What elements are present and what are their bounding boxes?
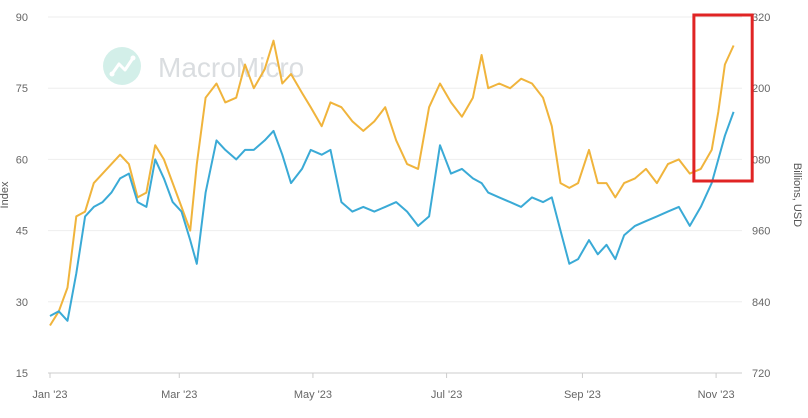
x-axis-ticks: Jan '23 Mar '23 May '23 Jul '23 Sep '23 Nov '… bbox=[32, 373, 735, 401]
series-line-1 bbox=[49, 39, 735, 327]
left-axis-title: Index bbox=[0, 181, 11, 208]
watermark: MacroMicro bbox=[103, 47, 304, 85]
right-axis-ticks: 720 840 960 080 200 320 bbox=[752, 12, 770, 380]
x-tick-label: Nov '23 bbox=[698, 389, 735, 401]
right-tick-label: 080 bbox=[752, 154, 770, 166]
x-tick-label: Jan '23 bbox=[32, 389, 67, 401]
right-axis-title: Billions, USD bbox=[791, 163, 803, 227]
x-tick-label: Sep '23 bbox=[564, 389, 601, 401]
left-tick-label: 45 bbox=[16, 226, 28, 238]
left-tick-label: 75 bbox=[16, 83, 28, 95]
left-tick-label: 30 bbox=[16, 297, 28, 309]
left-tick-label: 15 bbox=[16, 368, 28, 380]
left-tick-label: 90 bbox=[16, 12, 28, 24]
left-axis-ticks: 15 30 45 60 75 90 bbox=[16, 12, 28, 380]
x-tick-label: Jul '23 bbox=[431, 389, 462, 401]
series-layer bbox=[49, 39, 735, 327]
watermark-text: MacroMicro bbox=[158, 52, 304, 83]
right-tick-label: 320 bbox=[752, 12, 770, 24]
left-tick-label: 60 bbox=[16, 154, 28, 166]
right-tick-label: 960 bbox=[752, 226, 770, 238]
right-tick-label: 200 bbox=[752, 83, 770, 95]
highlight-box bbox=[692, 13, 754, 183]
macromicro-logo-icon bbox=[103, 47, 141, 85]
right-tick-label: 720 bbox=[752, 368, 770, 380]
right-tick-label: 840 bbox=[752, 297, 770, 309]
series-line-2 bbox=[49, 111, 735, 322]
x-tick-label: Mar '23 bbox=[161, 389, 197, 401]
x-tick-label: May '23 bbox=[294, 389, 332, 401]
